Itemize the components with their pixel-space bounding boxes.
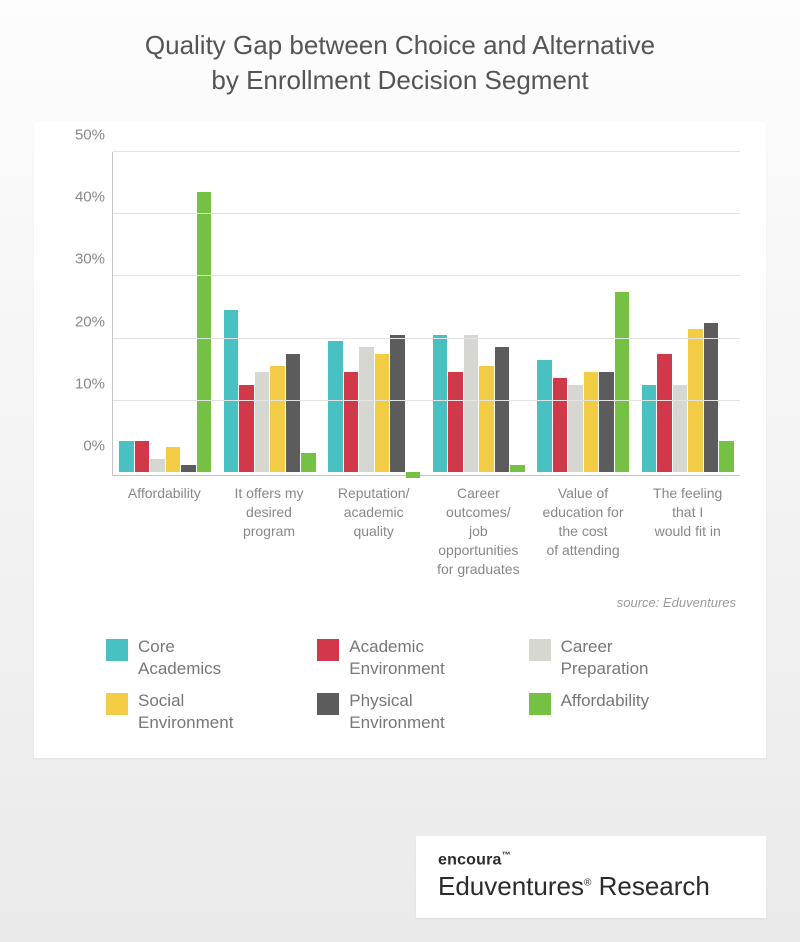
- bar: [270, 366, 284, 472]
- bar: [568, 385, 582, 472]
- x-axis-labels: AffordabilityIt offers mydesired program…: [112, 476, 740, 578]
- legend-label: CareerPreparation: [561, 636, 649, 680]
- brand-footer: encoura™ Eduventures® Research: [416, 836, 766, 918]
- x-tick-label: Reputation/academicquality: [321, 476, 426, 578]
- bar-group: [218, 152, 323, 475]
- brand-eduventures-research: Eduventures® Research: [438, 871, 744, 902]
- brand-encoura: encoura™: [438, 850, 744, 869]
- bar: [584, 372, 598, 471]
- bar: [657, 354, 671, 472]
- legend-label: SocialEnvironment: [138, 690, 233, 734]
- bar: [286, 354, 300, 472]
- gridline: [113, 338, 740, 339]
- bar: [344, 372, 358, 471]
- bar-groups: [113, 152, 740, 475]
- bar-group: [427, 152, 532, 475]
- bar: [181, 465, 195, 471]
- bar-group: [531, 152, 636, 475]
- legend-swatch: [317, 639, 339, 661]
- bar: [537, 360, 551, 472]
- x-tick-label: Affordability: [112, 476, 217, 578]
- bar-group: [113, 152, 218, 475]
- bar: [510, 465, 524, 471]
- bar: [301, 453, 315, 472]
- legend-item: PhysicalEnvironment: [317, 690, 528, 734]
- legend-item: AcademicEnvironment: [317, 636, 528, 680]
- legend-item: SocialEnvironment: [106, 690, 317, 734]
- bar: [359, 347, 373, 471]
- bar: [642, 385, 656, 472]
- legend-swatch: [529, 639, 551, 661]
- bar: [599, 372, 613, 471]
- bar: [615, 292, 629, 472]
- bar: [553, 378, 567, 471]
- bar-group: [636, 152, 741, 475]
- trademark-icon: ™: [502, 850, 511, 860]
- bar: [239, 385, 253, 472]
- bar: [673, 385, 687, 472]
- bar: [719, 441, 733, 472]
- bar: [224, 310, 238, 472]
- bar: [433, 335, 447, 472]
- y-tick-label: 10%: [61, 375, 105, 392]
- legend-swatch: [529, 693, 551, 715]
- bar: [479, 366, 493, 472]
- x-tick-label: The feelingthat Iwould fit in: [635, 476, 740, 578]
- y-tick-label: 20%: [61, 313, 105, 330]
- gridline: [113, 275, 740, 276]
- x-tick-label: Careeroutcomes/job opportunitiesfor grad…: [426, 476, 531, 578]
- chart-title: Quality Gap between Choice and Alternati…: [0, 0, 800, 108]
- bar: [448, 372, 462, 471]
- bar: [704, 323, 718, 472]
- legend-swatch: [106, 693, 128, 715]
- chart-area: 0%10%20%30%40%50% AffordabilityIt offers…: [60, 152, 740, 609]
- y-tick-label: 0%: [61, 437, 105, 454]
- legend-item: CareerPreparation: [529, 636, 740, 680]
- gridline: [113, 213, 740, 214]
- y-tick-label: 30%: [61, 251, 105, 268]
- legend-label: AcademicEnvironment: [349, 636, 444, 680]
- legend-swatch: [317, 693, 339, 715]
- bar: [119, 441, 133, 472]
- plot-area: 0%10%20%30%40%50%: [112, 152, 740, 476]
- y-tick-label: 40%: [61, 189, 105, 206]
- y-tick-label: 50%: [61, 127, 105, 144]
- chart-legend: CoreAcademics AcademicEnvironment CareerPr…: [106, 636, 740, 734]
- bar: [495, 347, 509, 471]
- legend-label: CoreAcademics: [138, 636, 221, 680]
- x-tick-label: Value ofeducation forthe costof attendin…: [531, 476, 636, 578]
- legend-label: Affordability: [561, 690, 650, 712]
- gridline: [113, 151, 740, 152]
- bar: [197, 192, 211, 472]
- bar-group: [322, 152, 427, 475]
- gridline: [113, 400, 740, 401]
- chart-card: 0%10%20%30%40%50% AffordabilityIt offers…: [34, 122, 766, 758]
- bar: [328, 341, 342, 471]
- bar: [150, 459, 164, 471]
- bar: [255, 372, 269, 471]
- bar: [166, 447, 180, 472]
- legend-item: Affordability: [529, 690, 740, 734]
- legend-item: CoreAcademics: [106, 636, 317, 680]
- bar: [135, 441, 149, 472]
- bar: [375, 354, 389, 472]
- bar: [390, 335, 404, 472]
- legend-label: PhysicalEnvironment: [349, 690, 444, 734]
- legend-swatch: [106, 639, 128, 661]
- bar: [464, 335, 478, 472]
- x-tick-label: It offers mydesired program: [217, 476, 322, 578]
- source-text: source: Eduventures: [60, 595, 736, 610]
